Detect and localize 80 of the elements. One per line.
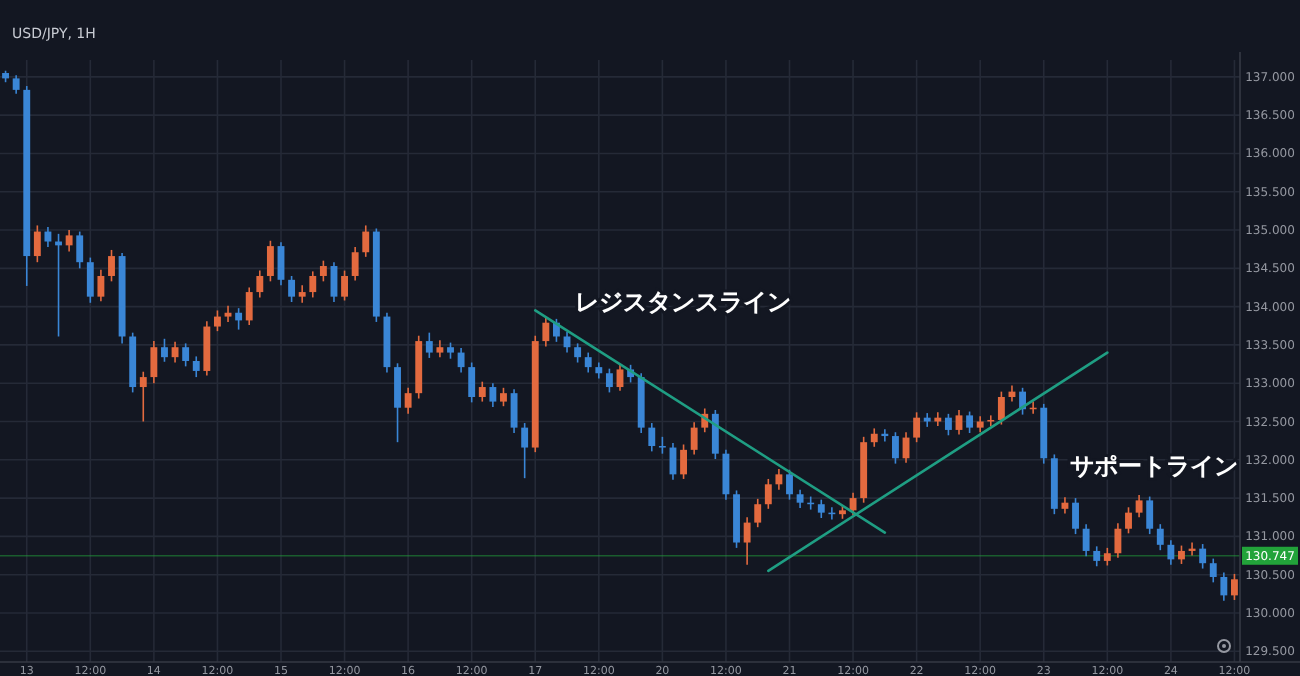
candlestick [309, 270, 317, 299]
candlestick [33, 224, 41, 263]
candlestick [1082, 523, 1090, 558]
candlestick [923, 412, 931, 428]
text: サポートライン [1069, 451, 1238, 480]
candlestick [1156, 523, 1164, 551]
candlestick [256, 269, 264, 299]
candlestick [425, 331, 433, 359]
candlestick [44, 226, 52, 248]
candlestick [362, 224, 370, 258]
candlestick [584, 351, 592, 374]
candlestick [1231, 573, 1238, 601]
candlestick [171, 341, 179, 364]
candlestick [870, 427, 878, 448]
candlestick [404, 387, 412, 415]
candlestick [235, 307, 243, 331]
candlestick [722, 449, 730, 501]
candlestick [997, 390, 1005, 426]
candlestick [298, 284, 306, 304]
candlestick [1146, 495, 1154, 535]
candlestick [468, 361, 476, 404]
candlestick [65, 229, 73, 253]
candlestick [934, 411, 942, 427]
candlestick [955, 409, 963, 436]
candlestick [987, 414, 995, 427]
candlestick [224, 305, 232, 323]
candlestick [1093, 545, 1101, 568]
candlestick [817, 498, 825, 519]
candlestick [648, 422, 656, 453]
candlestick [1167, 539, 1175, 566]
candlestick [542, 316, 550, 348]
candlestick [203, 320, 211, 377]
candlestick [351, 246, 359, 282]
candlestick [1209, 557, 1217, 584]
candlestick [775, 468, 783, 491]
candlestick [913, 411, 921, 443]
candlestick [394, 362, 401, 443]
candlestick [288, 275, 296, 303]
candlestick [1199, 543, 1207, 570]
candlestick [319, 259, 327, 283]
candlestick [1072, 497, 1079, 535]
candlestick [891, 431, 899, 465]
candlestick [341, 269, 349, 302]
candlestick [150, 340, 158, 385]
candlestick [213, 309, 221, 332]
candlestick [245, 286, 253, 326]
candlestick [764, 478, 772, 510]
candlestick [680, 443, 688, 480]
candlestick [139, 370, 147, 423]
candlestick [182, 342, 190, 368]
candlestick [76, 230, 84, 270]
candlestick [1135, 494, 1143, 519]
candlestick [489, 382, 497, 408]
candlestick [12, 74, 20, 95]
candlestick [944, 413, 952, 437]
candlestick [500, 387, 507, 407]
candlestick [510, 388, 518, 434]
candlestick [521, 422, 529, 479]
candlestick [1114, 522, 1122, 559]
candlestick [1178, 544, 1185, 565]
candlestick [754, 498, 762, 528]
candlestick [966, 410, 974, 434]
candlestick [1125, 506, 1132, 535]
series-label: レジスタンスライン [575, 288, 792, 317]
candlestick [796, 488, 804, 509]
candlestick [849, 491, 857, 516]
candlestick [605, 367, 613, 394]
candlestick [478, 380, 486, 403]
candlestick [743, 516, 751, 566]
candlestick [108, 249, 115, 283]
candlestick [161, 337, 168, 363]
candlestick [711, 409, 719, 460]
candlestick [86, 256, 94, 304]
candlestick [690, 421, 698, 456]
candlestick [266, 239, 274, 283]
candlestick [97, 269, 105, 303]
candlestick [192, 355, 200, 378]
candlestick [1220, 571, 1228, 602]
candlestick [457, 347, 465, 374]
candlestick [574, 342, 582, 364]
